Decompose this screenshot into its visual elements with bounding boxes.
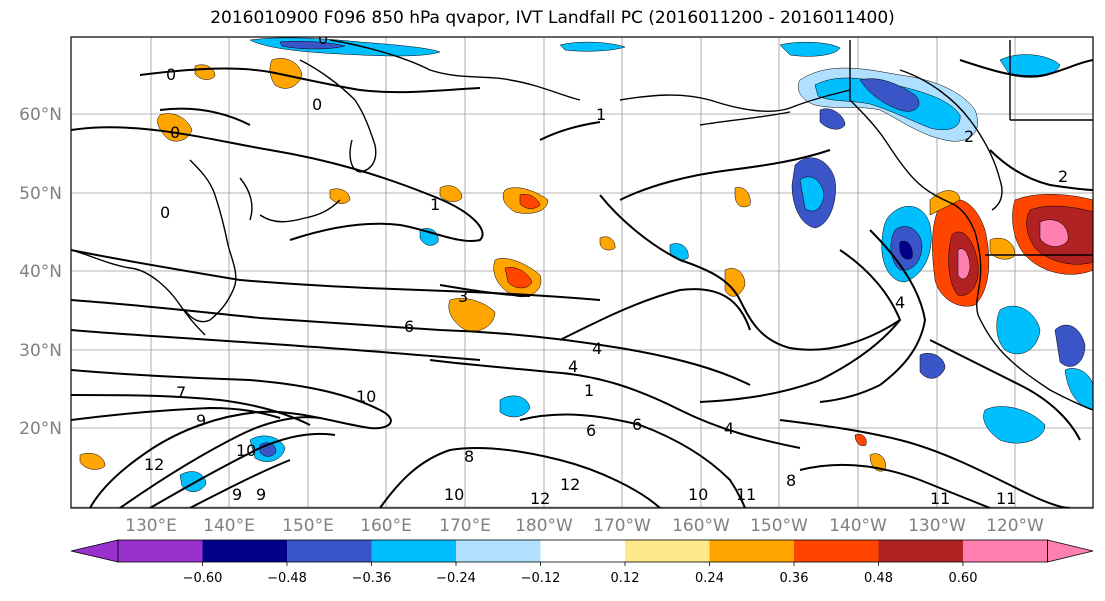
colorbar-segment [118, 540, 203, 562]
contour-label: 10 [236, 441, 256, 460]
contour-label: 1 [584, 381, 594, 400]
contour-label: 10 [688, 485, 708, 504]
contour-label: 12 [530, 489, 550, 508]
colorbar-segment [287, 540, 372, 562]
ivt-contours [71, 59, 1093, 508]
colorbar-segment [371, 540, 456, 562]
lon-label: 150°E [282, 516, 334, 536]
contour-label: 6 [586, 421, 596, 440]
colorbar-extend-low [70, 539, 119, 563]
lat-label: 40°N [19, 262, 62, 282]
contour-label: 8 [464, 447, 474, 466]
lon-label: 170°W [593, 516, 651, 536]
lat-label: 20°N [19, 419, 62, 439]
contour-label: 2 [964, 127, 974, 146]
colorbar-segment [456, 540, 541, 562]
contour-label: 3 [458, 287, 468, 306]
contour-label: 4 [895, 293, 905, 312]
colorbar-segment [202, 540, 287, 562]
longitude-labels: 130°E 140°E 150°E 160°E 170°E 180°W 170°… [125, 516, 1044, 536]
colorbar-tick-label: 0.36 [780, 571, 809, 586]
contour-label: 0 [160, 203, 170, 222]
contour-label: 1 [596, 105, 606, 124]
contour-label: 11 [930, 489, 950, 508]
lon-label: 160°E [360, 516, 412, 536]
contour-label: 10 [444, 485, 464, 504]
lon-label: 130°E [125, 516, 177, 536]
lon-label: 170°E [439, 516, 491, 536]
colorbar-tick-label: −0.24 [436, 571, 476, 586]
lon-label: 150°W [750, 516, 808, 536]
colorbar-segment [878, 540, 963, 562]
colorbar-tick-label: 0.24 [695, 571, 724, 586]
colorbar-segment [963, 540, 1048, 562]
lat-label: 60°N [19, 105, 62, 125]
colorbar-tick-label: −0.60 [183, 571, 223, 586]
contour-label: 12 [144, 455, 164, 474]
contour-label: 4 [724, 419, 734, 438]
contour-label: 12 [560, 475, 580, 494]
contour-label: 2 [1058, 167, 1068, 186]
lat-label: 50°N [19, 184, 62, 204]
lon-label: 140°W [829, 516, 887, 536]
contour-label: 1 [430, 195, 440, 214]
contour-label: 4 [568, 357, 578, 376]
contour-label: 0 [170, 123, 180, 142]
colorbar-outline [117, 539, 1048, 563]
colorbar-tick-label: −0.48 [267, 571, 307, 586]
contour-label: 0 [312, 95, 322, 114]
contour-label: 9 [232, 485, 242, 504]
lat-label: 30°N [19, 341, 62, 361]
contour-label: 8 [786, 471, 796, 490]
lon-label: 120°W [986, 516, 1044, 536]
colorbar-extend-high [1047, 539, 1094, 563]
map-frame [70, 36, 1094, 509]
contour-label: 7 [176, 383, 186, 402]
contour-label: 0 [166, 65, 176, 84]
contour-label: 11 [736, 485, 756, 504]
latitude-labels: 60°N 50°N 40°N 30°N 20°N [19, 105, 62, 439]
coastlines [71, 39, 1093, 411]
contour-label: 6 [632, 415, 642, 434]
qvapor-shading [79, 37, 1093, 492]
contour-label: 6 [404, 317, 414, 336]
contour-label: 10 [356, 387, 376, 406]
colorbar-tick-label: 0.48 [864, 571, 893, 586]
contour-label: 4 [592, 339, 602, 358]
contour-label: 11 [996, 489, 1016, 508]
lon-label: 130°W [908, 516, 966, 536]
lon-label: 160°W [672, 516, 730, 536]
colorbar-tick-label: −0.36 [352, 571, 392, 586]
lon-label: 180°W [515, 516, 573, 536]
contour-label: 0 [318, 29, 328, 48]
colorbar-tick-label: −0.12 [521, 571, 561, 586]
colorbar-tick-label: 0.60 [949, 571, 978, 586]
contour-label: 9 [196, 411, 206, 430]
lon-label: 140°E [203, 516, 255, 536]
colorbar-segment [625, 540, 710, 562]
colorbar-segment [794, 540, 879, 562]
contour-label: 9 [256, 485, 266, 504]
map-title: 2016010900 F096 850 hPa qvapor, IVT Land… [210, 8, 895, 28]
colorbar-segment [709, 540, 794, 562]
colorbar-segment [540, 540, 625, 562]
colorbar: −0.60 −0.48 −0.36 −0.24 −0.12 0.12 0.24 … [70, 539, 1094, 586]
colorbar-tick-label: 0.12 [611, 571, 640, 586]
contour-labels: 0 0 0 0 0 1 1 1 2 2 3 4 4 4 4 6 6 6 7 9 … [144, 29, 1068, 508]
